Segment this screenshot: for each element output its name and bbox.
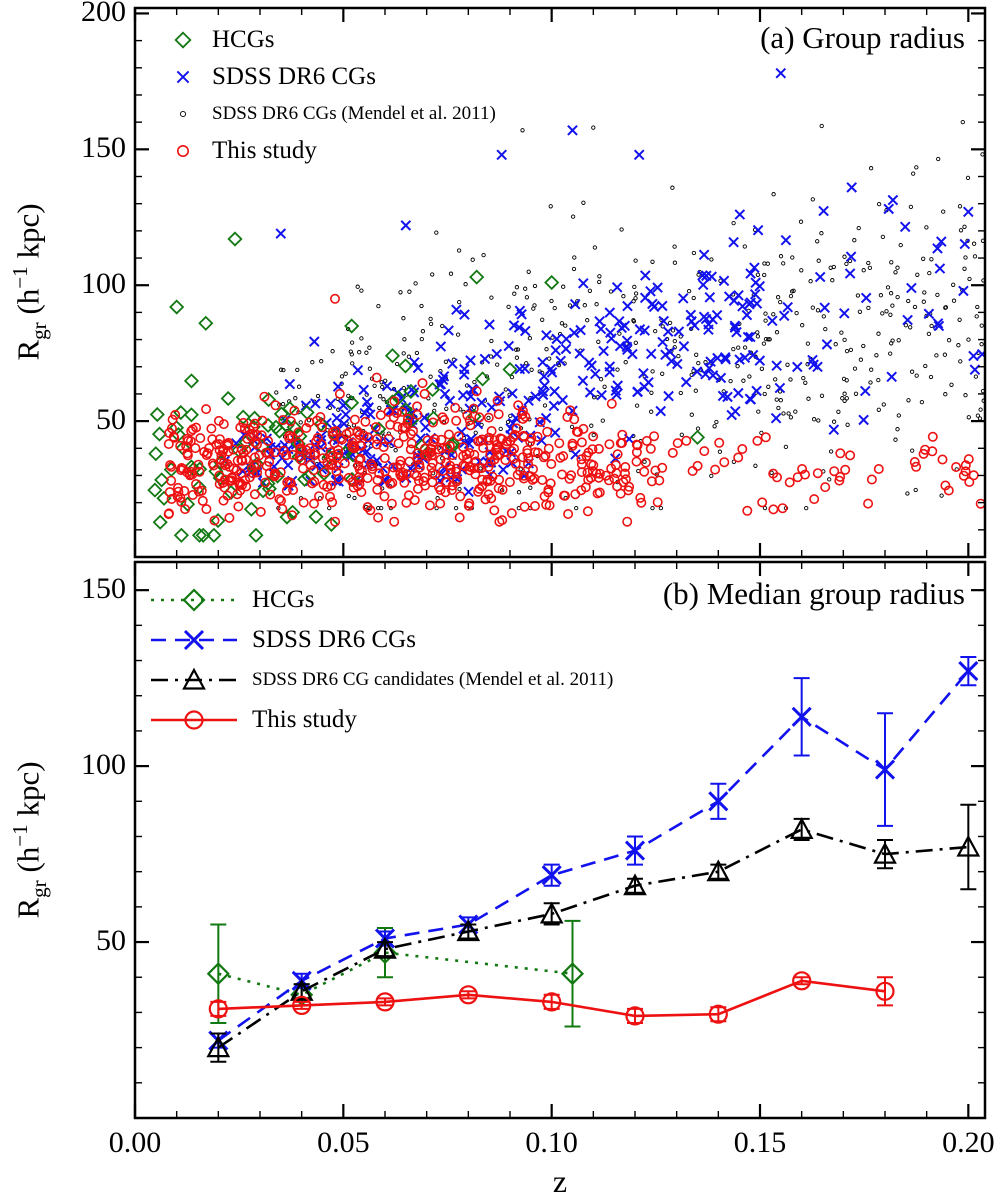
circle-marker-icon	[177, 144, 189, 157]
panel-b-y-axis-label: Rgr (h−1 kpc)	[8, 761, 52, 918]
x-marker-icon	[176, 70, 190, 83]
panel-a-legend: HCGs SDSS DR6 CGs SDSS DR6 CGs (Mendel et …	[166, 24, 496, 166]
legend-label: SDSS DR6 CGs	[212, 62, 376, 90]
y-label-subscript: gr	[26, 880, 51, 898]
x-tick-label: 0.10	[525, 1126, 578, 1159]
legend-item: This study	[166, 135, 496, 166]
y-tick-label: 150	[81, 572, 126, 606]
dot-marker-icon	[179, 110, 187, 117]
diamond-marker-icon	[174, 30, 192, 49]
y-label-subscript: gr	[26, 322, 51, 340]
x-tick-label: 0.00	[108, 1126, 162, 1159]
y-tick-label: 100	[81, 267, 126, 301]
y-tick-label: 150	[81, 131, 126, 165]
panel-b-legend: HCGs SDSS DR6 CGs SDSS DR6 CG candidates (…	[148, 584, 613, 735]
legend-item: SDSS DR6 CGs (Mendel et al. 2011)	[166, 98, 496, 129]
y-tick-label: 200	[81, 0, 126, 29]
panel-a-title: (a) Group radius	[760, 20, 965, 55]
solid-line-circle-marker-icon	[151, 709, 237, 730]
legend-label: SDSS DR6 CGs	[252, 625, 416, 653]
legend-label: HCGs	[212, 25, 275, 53]
legend-label: This study	[252, 705, 357, 733]
legend-label: This study	[212, 136, 317, 164]
legend-item: HCGs	[166, 24, 496, 55]
legend-item: HCGs	[148, 584, 613, 615]
legend-item: SDSS DR6 CG candidates (Mendel et al. 20…	[148, 664, 613, 695]
x-tick-label: 0.15	[733, 1126, 787, 1159]
y-label-symbol: R	[10, 897, 46, 919]
panel-b-title: (b) Median group radius	[662, 576, 965, 611]
y-label-unit: kpc)	[10, 203, 46, 267]
legend-item: SDSS DR6 CGs	[148, 624, 613, 655]
y-label-unit-open: (h	[10, 846, 46, 881]
y-tick-label: 100	[81, 748, 126, 782]
legend-label: SDSS DR6 CGs (Mendel et al. 2011)	[212, 102, 496, 124]
legend-label: HCGs	[252, 585, 315, 613]
x-axis-label: z	[552, 1163, 568, 1199]
dashed-line-x-marker-icon	[151, 629, 237, 650]
legend-item: SDSS DR6 CGs	[166, 61, 496, 92]
dotted-line-diamond-marker-icon	[151, 587, 237, 612]
x-tick-label: 0.20	[942, 1126, 995, 1159]
legend-label: SDSS DR6 CG candidates (Mendel et al. 20…	[252, 668, 614, 690]
y-tick-label: 50	[96, 403, 126, 437]
x-tick-label: 0.05	[317, 1126, 370, 1159]
y-label-symbol: R	[10, 339, 46, 361]
legend-item: This study	[148, 704, 613, 735]
y-label-exponent: −1	[8, 824, 33, 847]
dashdot-line-triangle-marker-icon	[151, 667, 237, 690]
y-tick-label: 50	[96, 924, 126, 958]
